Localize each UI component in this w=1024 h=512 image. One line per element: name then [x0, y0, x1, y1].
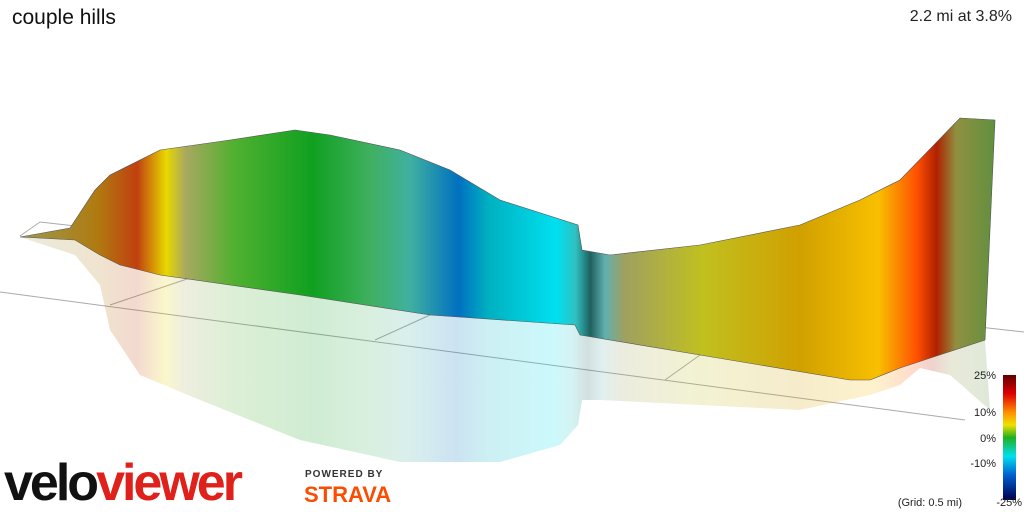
legend-label: -10% — [970, 458, 996, 470]
strava: STRAVA — [304, 482, 391, 507]
logo-velo: velo — [4, 454, 97, 512]
title: couple hills — [12, 6, 116, 29]
reflection — [20, 237, 990, 462]
powered-by: POWERED BY — [305, 469, 383, 480]
legend-label: 25% — [974, 370, 996, 382]
grid-note: (Grid: 0.5 mi) — [898, 497, 962, 509]
logo: veloviewer — [4, 454, 243, 512]
stats: 2.2 mi at 3.8% — [909, 8, 1012, 25]
gradient-scale — [1003, 375, 1016, 500]
legend-label: 0% — [980, 433, 996, 445]
legend-label: 10% — [974, 407, 996, 419]
logo-viewer: viewer — [96, 454, 243, 512]
elevation-wall — [19, 117, 996, 381]
legend-label: -25% — [996, 497, 1022, 509]
